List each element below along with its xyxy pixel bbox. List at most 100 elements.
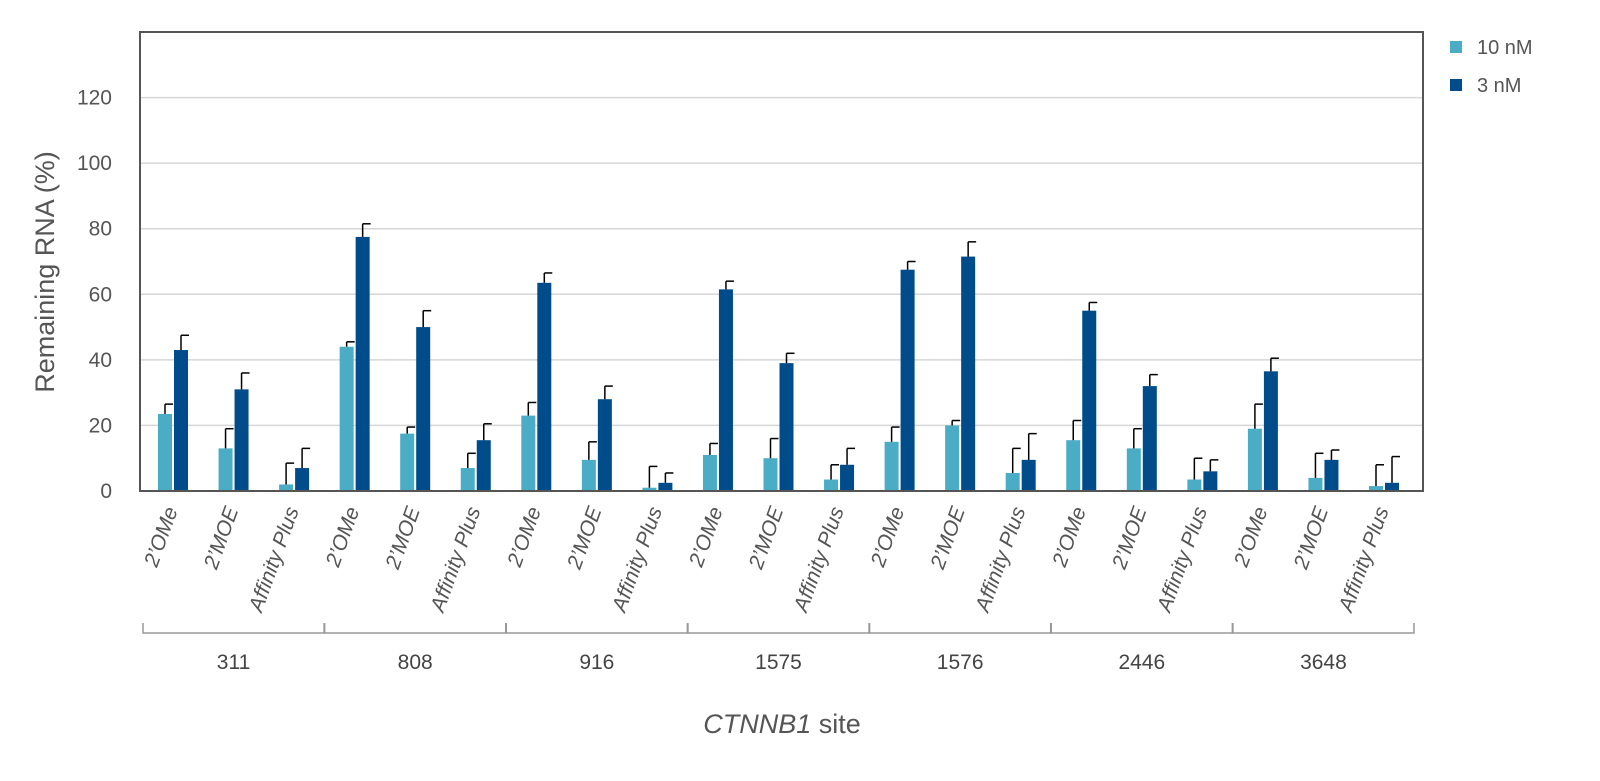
bar-10nM-17 <box>1187 479 1202 491</box>
x-axis-title-gene: CTNNB1 <box>703 709 811 739</box>
y-tick-label-20: 20 <box>89 414 112 437</box>
legend-label-3nM: 3 nM <box>1477 75 1521 97</box>
bar-10nM-1 <box>218 448 233 491</box>
bar-10nM-20 <box>1369 486 1383 491</box>
group-bracket-808 <box>323 623 507 634</box>
group-brackets: 311 808 916 1575 1576 2446 3648 <box>142 623 1415 674</box>
group-bracket-916 <box>505 623 689 634</box>
bars <box>158 236 1399 491</box>
bar-10nM-10 <box>763 458 778 491</box>
bar-3nM-13 <box>961 256 976 491</box>
group-bracket-1576 <box>868 623 1052 634</box>
bar-3nM-14 <box>1021 459 1036 491</box>
x-category-label-13: 2’MOE <box>926 503 970 573</box>
bar-3nM-10 <box>779 363 794 491</box>
bar-3nM-7 <box>597 399 612 491</box>
bar-10nM-7 <box>581 459 596 491</box>
plot-frame <box>139 31 1424 492</box>
gridlines <box>140 96 1423 427</box>
x-category-label-12: 2’OMe <box>866 504 909 571</box>
y-tick-label-60: 60 <box>89 283 112 306</box>
x-category-label-18: 2’OMe <box>1229 504 1272 571</box>
bar-3nM-6 <box>537 282 552 491</box>
x-category-label-17: Affinity Plus <box>1152 503 1212 616</box>
x-category-label-15: 2’OMe <box>1048 504 1091 571</box>
x-category-label-10: 2’MOE <box>744 503 788 573</box>
x-category-label-2: Affinity Plus <box>244 503 304 616</box>
bar-3nM-5 <box>476 440 491 491</box>
y-axis-ticks: 0 20 40 60 80 100 120 <box>77 87 112 503</box>
x-category-label-11: Affinity Plus <box>789 503 849 616</box>
group-label-311: 311 <box>217 651 250 674</box>
y-tick-label-0: 0 <box>100 480 112 503</box>
x-category-label-20: Affinity Plus <box>1334 503 1394 616</box>
bar-3nM-19 <box>1324 459 1339 491</box>
x-category-label-5: Affinity Plus <box>426 503 486 616</box>
bar-3nM-4 <box>416 327 431 491</box>
x-axis-title-rest: site <box>811 709 861 739</box>
bar-3nM-0 <box>174 350 188 491</box>
group-label-1575: 1575 <box>755 651 802 674</box>
y-tick-label-100: 100 <box>77 152 112 175</box>
bar-3nM-20 <box>1385 482 1399 491</box>
bar-10nM-18 <box>1247 428 1262 491</box>
bar-3nM-9 <box>718 289 733 491</box>
x-category-label-19: 2’MOE <box>1289 503 1333 573</box>
bar-10nM-11 <box>824 479 839 491</box>
bar-10nM-4 <box>400 433 415 491</box>
x-category-label-1: 2’MOE <box>199 503 243 573</box>
bar-10nM-19 <box>1308 477 1323 491</box>
bar-3nM-12 <box>900 269 915 491</box>
group-bracket-1575 <box>687 623 870 634</box>
group-bracket-3648 <box>1232 623 1415 634</box>
bar-10nM-0 <box>158 413 172 491</box>
bar-10nM-15 <box>1066 440 1081 491</box>
group-bracket-311 <box>142 623 325 634</box>
bar-3nM-1 <box>234 389 249 491</box>
group-label-916: 916 <box>579 651 614 674</box>
group-label-1576: 1576 <box>937 651 984 674</box>
y-axis-title: Remaining RNA (%) <box>30 151 60 393</box>
y-tick-label-120: 120 <box>77 87 112 110</box>
group-label-3648: 3648 <box>1300 651 1347 674</box>
bar-3nM-17 <box>1203 471 1218 491</box>
group-label-808: 808 <box>398 651 433 674</box>
bar-10nM-8 <box>642 487 657 491</box>
bar-10nM-14 <box>1005 472 1020 491</box>
x-category-label-0: 2’OMe <box>140 504 183 571</box>
x-axis-category-labels: 2’OMe 2’MOE Affinity Plus 2’OMe 2’MOE Affinit… <box>140 503 1394 617</box>
error-bars <box>164 223 1400 488</box>
x-category-label-6: 2’OMe <box>503 504 546 571</box>
x-category-label-9: 2’OMe <box>685 504 728 571</box>
legend: 10 nM 3 nM <box>1450 37 1533 97</box>
x-category-label-8: Affinity Plus <box>607 503 667 616</box>
x-category-label-7: 2’MOE <box>563 503 607 573</box>
bar-10nM-2 <box>279 484 294 491</box>
bar-3nM-11 <box>840 464 855 491</box>
group-label-2446: 2446 <box>1118 651 1165 674</box>
bar-3nM-3 <box>355 236 370 491</box>
bar-10nM-3 <box>339 346 354 491</box>
x-category-label-4: 2’MOE <box>381 503 425 573</box>
y-tick-label-40: 40 <box>89 349 112 372</box>
bar-10nM-6 <box>521 415 536 491</box>
bar-10nM-12 <box>884 441 899 491</box>
bar-3nM-16 <box>1142 386 1157 491</box>
legend-swatch-10nM <box>1450 41 1462 53</box>
x-axis-title: CTNNB1 site <box>703 709 861 739</box>
x-category-label-16: 2’MOE <box>1108 503 1152 573</box>
legend-label-10nM: 10 nM <box>1477 37 1533 59</box>
bar-10nM-13 <box>945 425 960 491</box>
bar-10nM-16 <box>1126 448 1141 491</box>
x-category-label-3: 2’OMe <box>321 504 364 571</box>
bar-3nM-15 <box>1082 310 1097 491</box>
bar-3nM-18 <box>1263 371 1278 491</box>
bar-3nM-2 <box>295 468 310 491</box>
bar-10nM-5 <box>460 468 475 491</box>
legend-swatch-3nM <box>1450 79 1462 91</box>
bar-3nM-8 <box>658 482 673 491</box>
group-bracket-2446 <box>1050 623 1234 634</box>
y-tick-label-80: 80 <box>89 218 112 241</box>
